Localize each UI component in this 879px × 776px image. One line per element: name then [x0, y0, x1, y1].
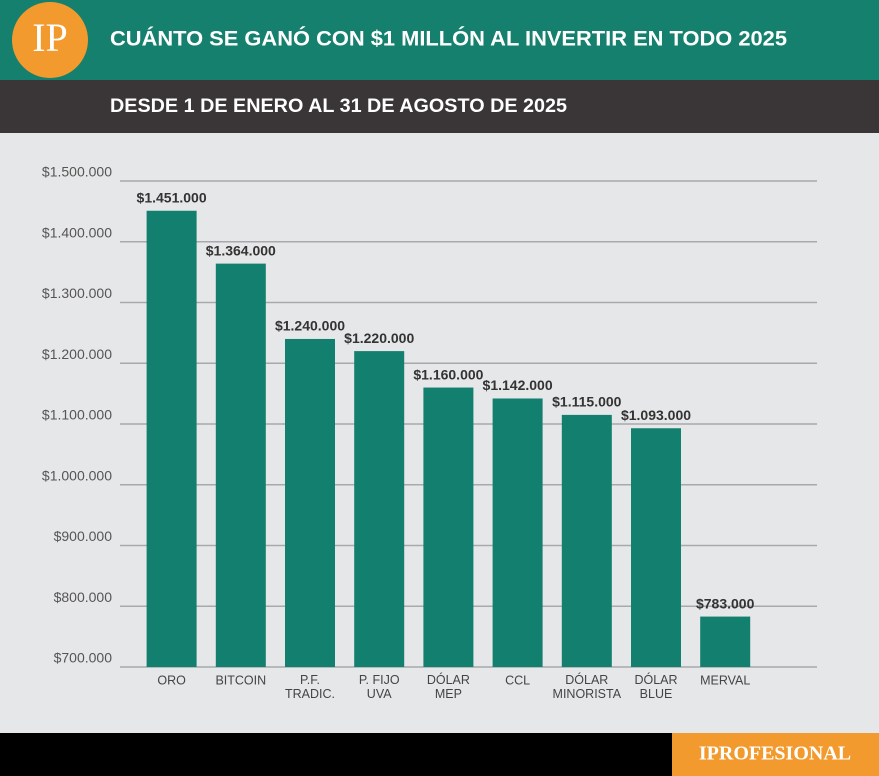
y-tick-label: $1.300.000 [42, 285, 112, 301]
y-tick-label: $800.000 [54, 589, 113, 605]
value-label: $1.142.000 [483, 377, 553, 393]
value-label: $783.000 [696, 595, 755, 611]
y-tick-label: $1.100.000 [42, 407, 112, 423]
value-label: $1.160.000 [413, 366, 483, 382]
y-tick-label: $1.000.000 [42, 467, 112, 483]
footer-brand: IPROFESIONAL [699, 743, 851, 765]
x-tick-label: DÓLAR MEP [427, 672, 470, 701]
footer-brand-box [672, 733, 879, 776]
y-tick-label: $1.200.000 [42, 346, 112, 362]
y-tick-label: $1.500.000 [42, 164, 112, 180]
bar [700, 616, 751, 667]
x-tick-label: CCL [505, 673, 530, 687]
subtitle: DESDE 1 DE ENERO AL 31 DE AGOSTO DE 2025 [110, 96, 567, 117]
header-band [0, 0, 879, 80]
x-tick-label: BITCOIN [215, 673, 266, 687]
bar [215, 263, 266, 667]
y-tick-label: $1.400.000 [42, 224, 112, 240]
x-tick-label: DÓLAR MINORISTA [553, 672, 622, 701]
bar [354, 351, 405, 667]
value-label: $1.451.000 [137, 189, 207, 205]
x-tick-label: P.F. TRADIC. [285, 673, 335, 701]
title: CUÁNTO SE GANÓ CON $1 MILLÓN AL INVERTIR… [110, 27, 787, 51]
y-tick-label: $900.000 [54, 528, 113, 544]
x-tick-label: DÓLAR BLUE [634, 672, 677, 701]
bar [631, 428, 681, 667]
x-tick-label: P. FIJO UVA [359, 673, 400, 701]
logo: IP [32, 15, 68, 60]
y-tick-label: $700.000 [54, 650, 113, 666]
bar [285, 338, 335, 667]
bar [492, 398, 543, 667]
value-label: $1.364.000 [206, 242, 276, 258]
bar [561, 414, 612, 667]
bar [423, 387, 474, 667]
subtitle-band [0, 80, 879, 133]
value-label: $1.093.000 [621, 407, 691, 423]
x-tick-label: MERVAL [700, 673, 750, 687]
value-label: $1.115.000 [552, 394, 622, 410]
value-label: $1.220.000 [344, 330, 414, 346]
value-label: $1.240.000 [275, 318, 345, 334]
logo-circle [12, 2, 88, 78]
bar [146, 210, 197, 667]
x-tick-label: ORO [157, 673, 186, 687]
